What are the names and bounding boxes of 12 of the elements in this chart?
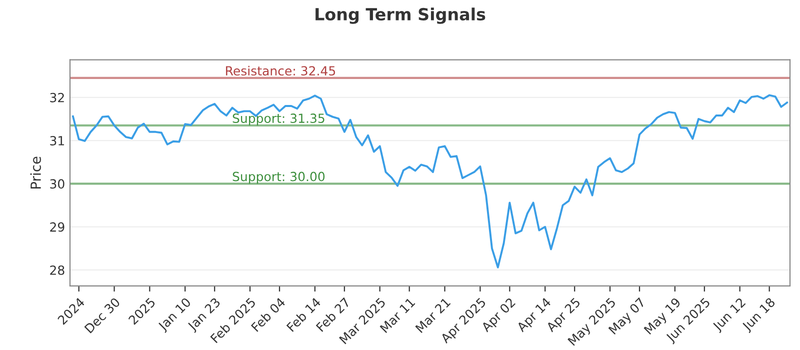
ref-line-label: Resistance: 32.45 <box>226 66 336 76</box>
x-tick-label: Dec 30 <box>84 297 121 334</box>
y-tick-label: 28 <box>50 265 64 275</box>
line-series <box>72 94 788 268</box>
y-tick-label: 32 <box>50 92 64 102</box>
y-tick-label: 31 <box>50 136 64 146</box>
ref-line-label: Support: 30.00 <box>232 172 325 184</box>
y-tick-label: 30 <box>50 179 64 189</box>
ref-line-label: Support: 31.35 <box>232 114 324 126</box>
y-axis-title: Price <box>30 156 41 188</box>
chart-title: Long Term Signals <box>316 8 486 24</box>
y-tick-label: 29 <box>50 222 64 232</box>
